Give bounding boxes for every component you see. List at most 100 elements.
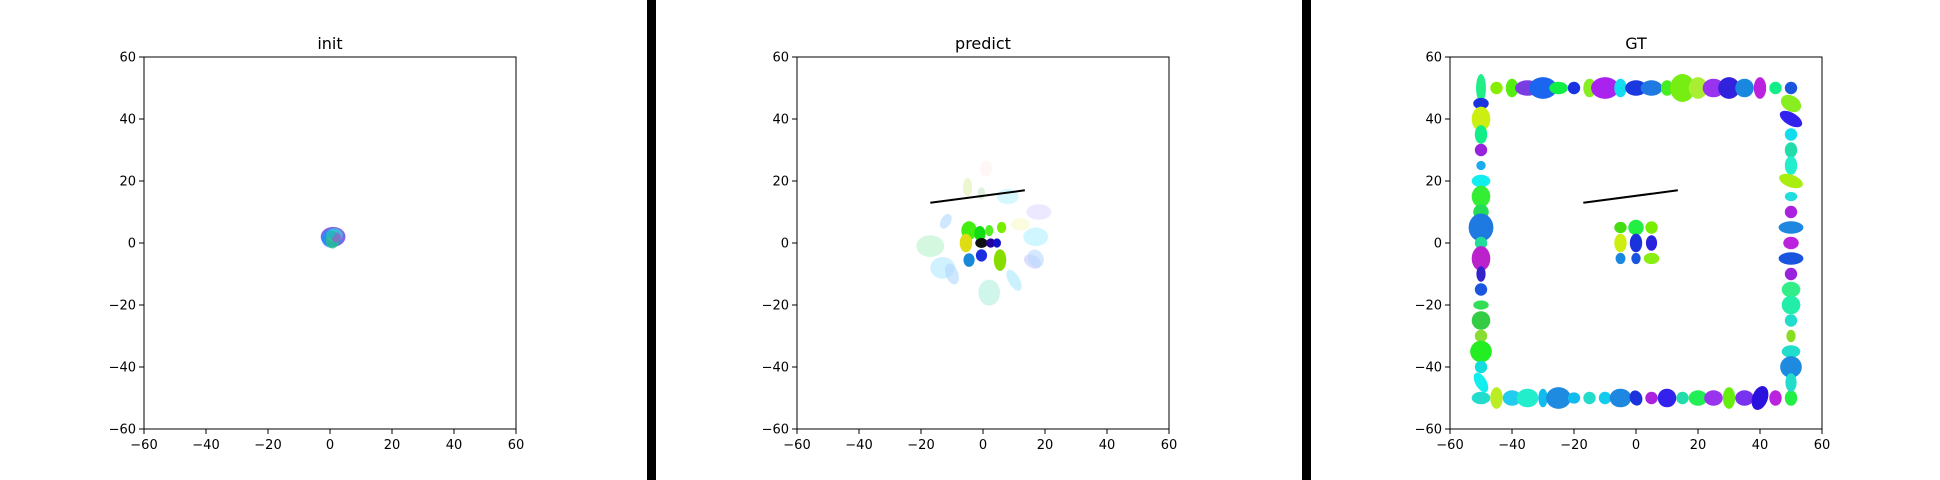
y-tick-label: 60 <box>1425 51 1442 66</box>
ellipse-mark <box>325 230 336 239</box>
ellipse-mark <box>1779 110 1803 128</box>
ellipse-mark <box>1614 233 1627 253</box>
ellipse-mark <box>1476 74 1486 102</box>
ellipse-mark <box>974 225 986 242</box>
ellipse-mark <box>1583 391 1596 405</box>
ellipse-mark <box>1781 295 1801 315</box>
ellipse-mark <box>1546 387 1571 409</box>
ellipse-mark <box>1502 390 1522 406</box>
ellipse-mark <box>1516 388 1539 408</box>
x-tick-label: −60 <box>783 438 810 453</box>
y-tick-label: 40 <box>772 113 789 128</box>
ellipse-mark <box>1702 78 1725 98</box>
ellipse-mark <box>1010 218 1030 231</box>
ellipse-mark <box>1470 340 1492 363</box>
chart-title-predict: predict <box>955 34 1011 53</box>
ellipse-mark <box>1643 252 1660 265</box>
ellipse-mark <box>963 253 975 267</box>
ellipse-mark <box>1735 390 1754 406</box>
ellipse-mark <box>1718 77 1740 99</box>
ellipse-mark <box>975 238 988 248</box>
ellipse-mark <box>1629 233 1643 253</box>
y-tick-label: −60 <box>109 423 136 438</box>
ellipse-mark <box>1529 77 1557 99</box>
ellipse-mark <box>1784 128 1798 141</box>
ellipse-mark <box>1645 391 1658 405</box>
x-tick-label: 60 <box>508 438 525 453</box>
ellipse-mark <box>1598 391 1612 405</box>
ellipse-mark <box>1769 390 1782 406</box>
ellipse-mark <box>1751 386 1769 410</box>
chart-title-init: init <box>317 34 342 53</box>
ellipse-mark <box>1474 283 1488 296</box>
panel-divider-right <box>1302 0 1311 480</box>
y-tick-label: 20 <box>772 175 789 190</box>
ellipse-mark <box>1780 94 1802 113</box>
y-tick-label: 0 <box>781 237 789 252</box>
ellipse-mark <box>1629 390 1643 406</box>
y-tick-label: 40 <box>119 113 136 128</box>
ellipse-mark <box>1505 78 1519 98</box>
x-tick-label: −20 <box>1560 438 1587 453</box>
panel-divider-left <box>647 0 656 480</box>
ellipse-mark <box>1473 97 1489 110</box>
y-tick-label: 40 <box>1425 113 1442 128</box>
ellipse-mark <box>1778 221 1804 234</box>
y-tick-label: −60 <box>1415 423 1442 438</box>
ellipse-mark <box>1753 77 1767 99</box>
trajectory-line <box>1583 189 1678 204</box>
y-tick-label: −20 <box>109 299 136 314</box>
ellipse-mark <box>1704 390 1723 406</box>
ellipse-mark <box>1784 314 1798 327</box>
x-tick-label: 0 <box>979 438 987 453</box>
ellipse-mark <box>945 263 959 285</box>
ellipse-mark <box>1780 356 1802 378</box>
ellipse-mark <box>1778 252 1804 265</box>
ellipse-mark <box>992 238 1001 248</box>
ellipse-mark <box>1474 329 1488 343</box>
subplot-gt: GT −60 −40 −20 0 20 40 60 −60 −40 −20 0 20 40 60 <box>1415 34 1831 453</box>
ellipse-mark <box>1471 174 1491 188</box>
ellipse-mark <box>1779 173 1803 189</box>
ellipse-mark <box>916 235 945 257</box>
x-tick-label: 0 <box>326 438 334 453</box>
ellipse-mark <box>1474 360 1488 374</box>
x-tick-label: 20 <box>1690 438 1707 453</box>
ellipse-mark <box>1567 81 1581 95</box>
x-tick-label: 40 <box>1752 438 1769 453</box>
y-tick-label: −20 <box>762 299 789 314</box>
x-tick-label: −60 <box>130 438 157 453</box>
x-tick-label: 0 <box>1632 438 1640 453</box>
ellipse-mark <box>1006 269 1022 291</box>
ellipse-mark <box>993 249 1007 271</box>
ellipse-mark <box>978 279 1001 306</box>
ellipse-mark <box>1023 227 1049 247</box>
x-tick-label: −20 <box>907 438 934 453</box>
ellipse-mark <box>1474 236 1488 250</box>
ellipse-mark <box>939 213 952 229</box>
x-tick-label: −20 <box>254 438 281 453</box>
x-tick-label: −40 <box>192 438 219 453</box>
ellipse-mark <box>986 238 996 248</box>
ellipse-mark <box>1473 300 1489 310</box>
x-tick-label: 60 <box>1161 438 1178 453</box>
ellipse-mark <box>1688 390 1708 406</box>
subplot-init: init −60 −40 −20 0 20 40 60 −60 −40 −20 0 20 40 60 <box>109 34 525 453</box>
ellipse-mark <box>1476 266 1486 282</box>
ellipse-mark <box>1645 221 1658 234</box>
ellipse-mark <box>1026 204 1052 220</box>
ellipse-mark <box>1784 81 1798 95</box>
ellipse-mark <box>1785 373 1797 392</box>
ellipse-mark <box>1591 77 1619 99</box>
ellipse-mark <box>1614 221 1627 234</box>
y-tick-label: −20 <box>1415 299 1442 314</box>
ellipse-mark <box>1471 106 1491 132</box>
ellipse-mark <box>1688 77 1708 99</box>
ellipse-mark <box>1614 78 1627 98</box>
x-tick-label: 40 <box>446 438 463 453</box>
ellipse-mark <box>979 160 993 177</box>
y-tick-label: −40 <box>762 361 789 376</box>
ellipse-mark <box>975 249 988 262</box>
ellipse-mark <box>1784 156 1798 175</box>
